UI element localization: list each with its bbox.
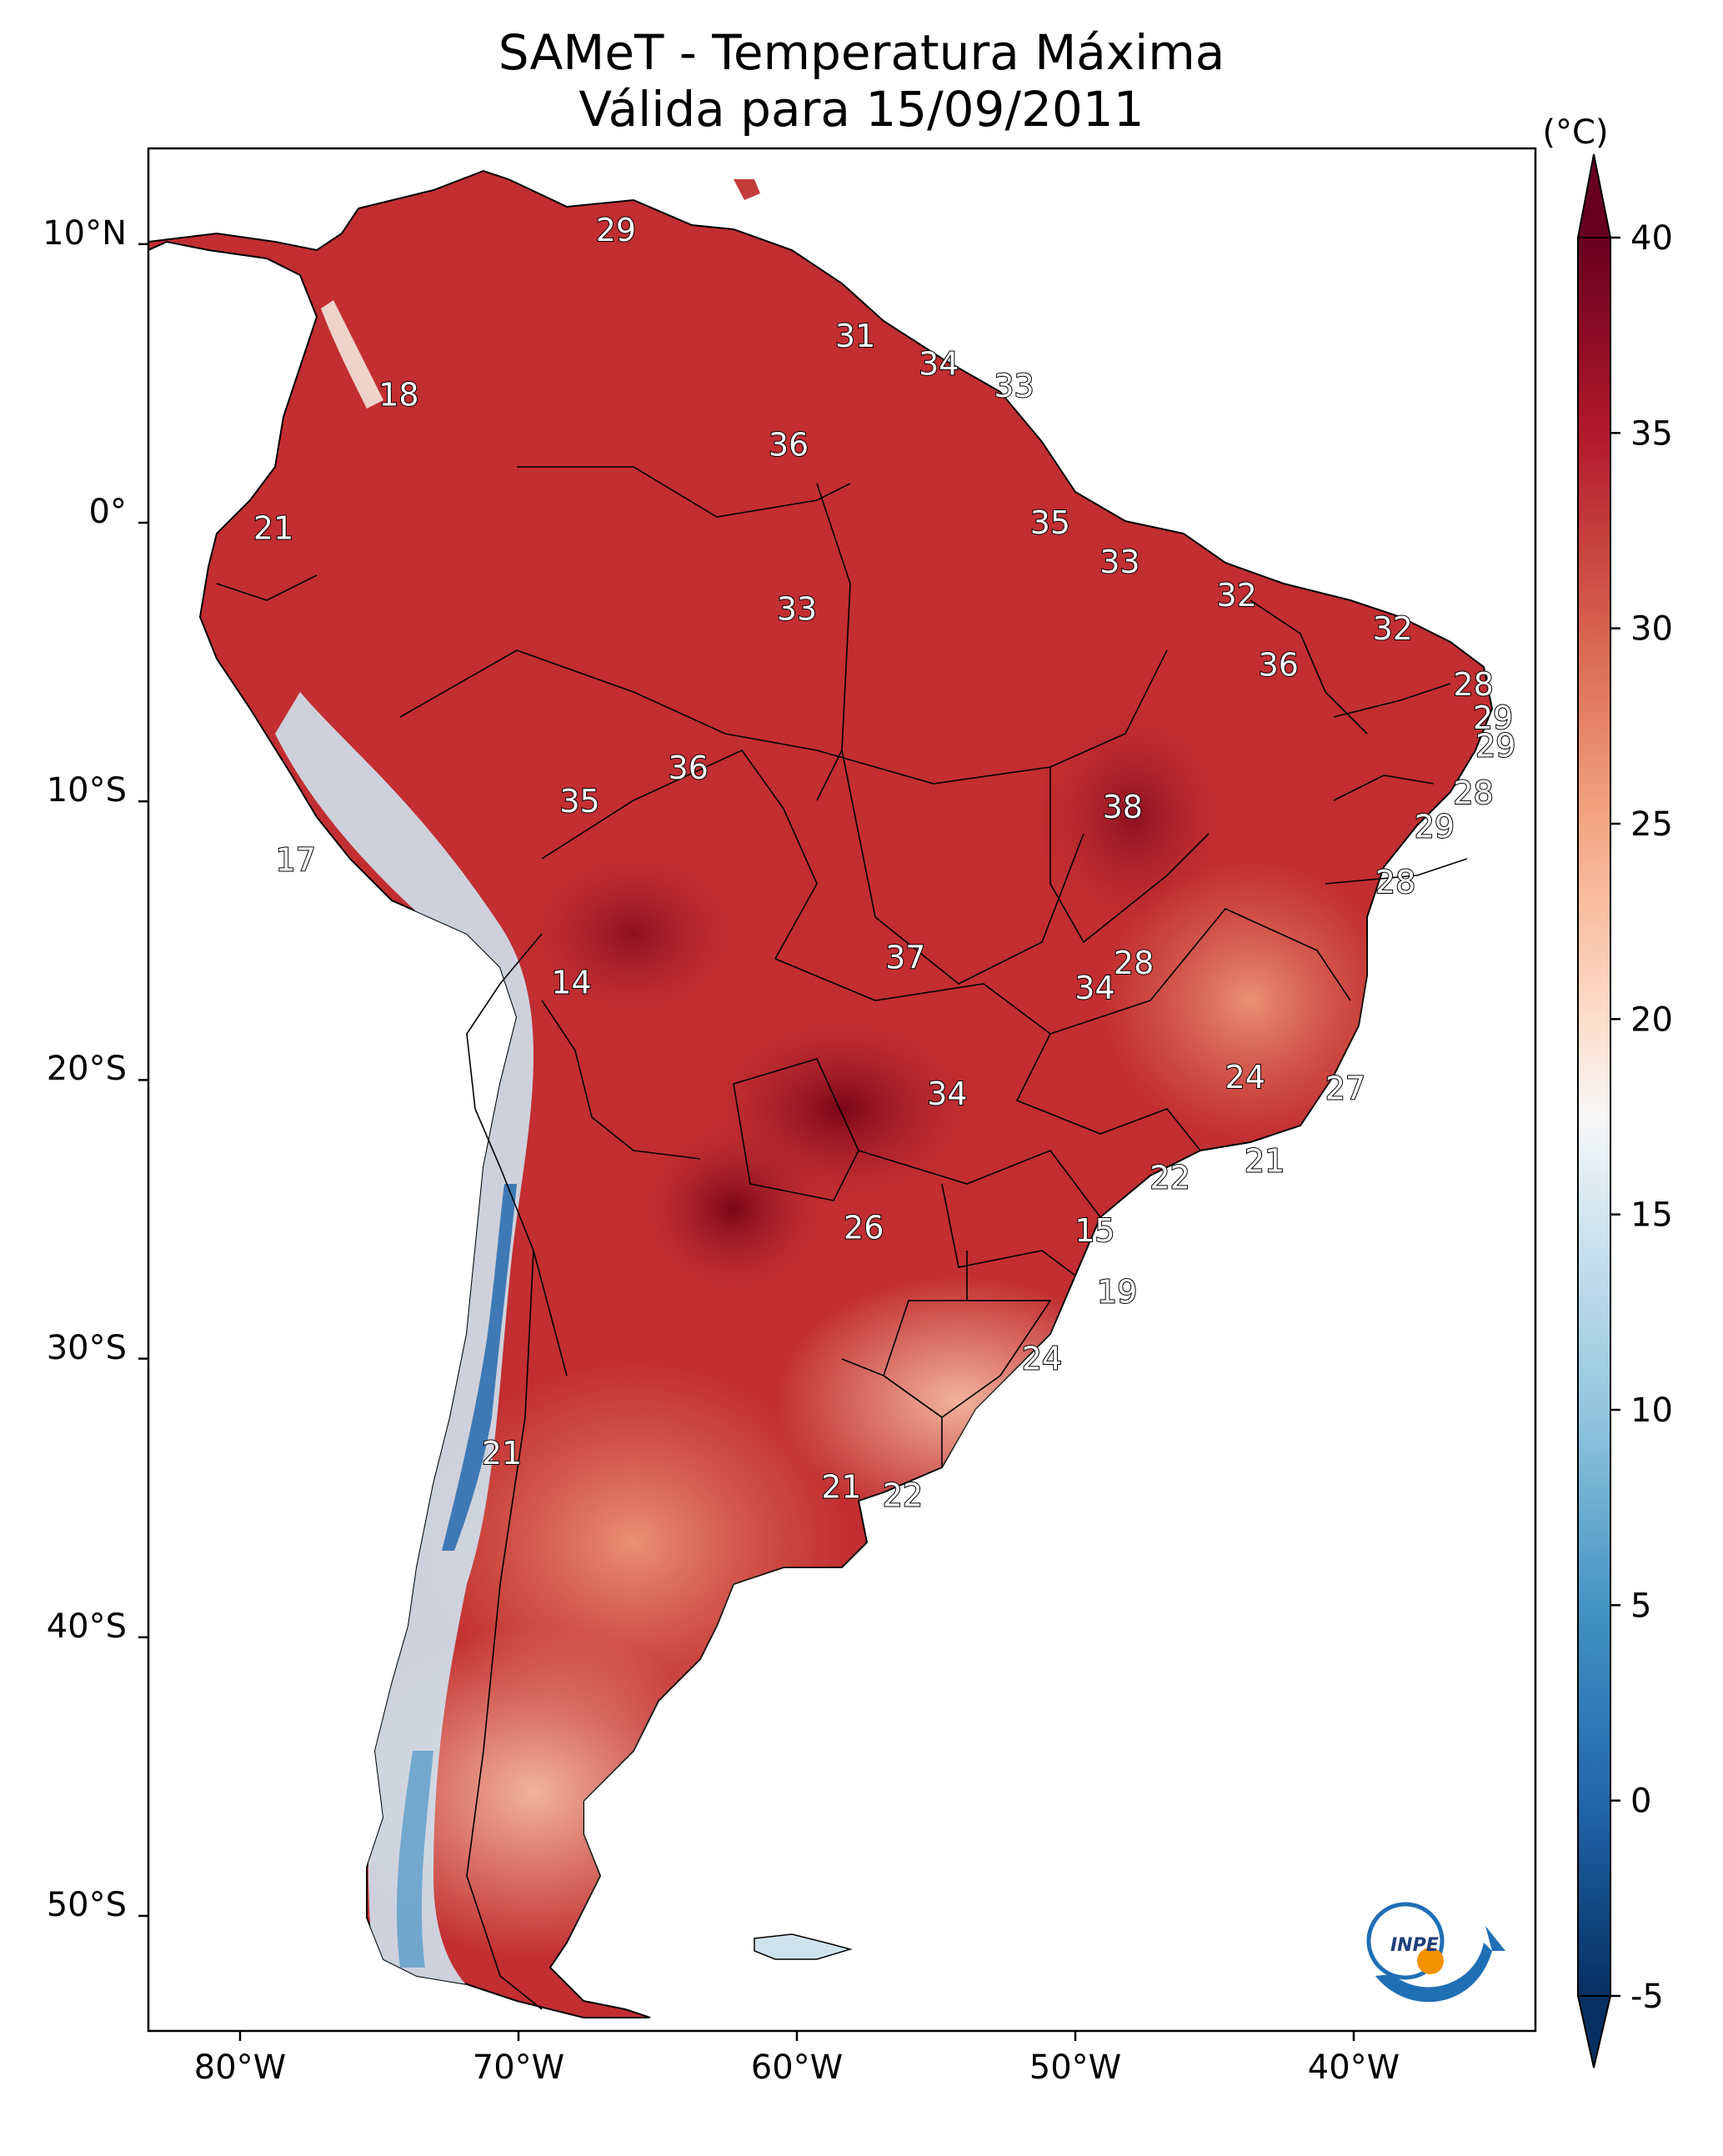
lon-label-60w: 60°W <box>751 2048 843 2087</box>
station-value-label: 37 <box>885 939 925 975</box>
station-value-label: 36 <box>669 750 709 786</box>
colorbar-tick-label: 0 <box>1630 1782 1651 1821</box>
colorbar-tick-label: 35 <box>1630 414 1673 453</box>
axis-ticks <box>138 243 1355 2041</box>
station-value-label: 15 <box>1074 1212 1114 1249</box>
colorbar-tick-label: 15 <box>1630 1196 1673 1235</box>
lat-label-0: 0° <box>89 493 127 531</box>
colorbar-tick-label: 10 <box>1630 1391 1673 1430</box>
falkland-islands <box>754 1933 853 1960</box>
station-value-label: 29 <box>1475 727 1515 764</box>
station-value-label: 33 <box>1099 544 1139 580</box>
station-value-label: 28 <box>1453 666 1493 703</box>
station-value-label: 24 <box>1225 1059 1265 1096</box>
colorbar: (°C) 40 35 30 25 20 15 10 5 0 -5 <box>1542 113 1673 2068</box>
station-value-label: 21 <box>821 1468 861 1505</box>
station-value-label: 35 <box>559 783 599 820</box>
colorbar-tick-label: -5 <box>1630 1978 1664 2016</box>
lat-label-10s: 10°S <box>47 771 127 810</box>
station-value-label: 38 <box>1103 789 1143 825</box>
colorbar-ramp <box>1577 237 1611 1997</box>
colorbar-tick-label: 20 <box>1630 1000 1673 1039</box>
station-value-label: 14 <box>551 964 591 1000</box>
colorbar-tick-label: 25 <box>1630 805 1673 844</box>
colorbar-min-extend <box>1576 1995 1612 2068</box>
station-value-label: 31 <box>835 318 875 354</box>
station-value-label: 21 <box>1245 1142 1285 1179</box>
colorbar-max-extend <box>1576 153 1612 238</box>
map-subtitle: Válida para 15/09/2011 <box>579 81 1144 138</box>
inpe-logo: INPE <box>1366 1902 1505 2003</box>
lon-label-70w: 70°W <box>473 2048 564 2087</box>
logo-swoosh <box>1375 1943 1492 2003</box>
lat-label-20s: 20°S <box>47 1050 127 1088</box>
map-frame <box>147 147 1537 2033</box>
station-value-label: 32 <box>1373 610 1413 647</box>
station-value-label: 29 <box>1415 808 1455 845</box>
station-value-label: 33 <box>777 591 817 628</box>
colorbar-tick-label: 40 <box>1630 219 1673 258</box>
station-value-label: 26 <box>844 1210 884 1246</box>
station-value-label: 34 <box>927 1075 967 1112</box>
lon-label-80w: 80°W <box>194 2048 286 2087</box>
colorbar-tick-label: 5 <box>1630 1587 1651 1625</box>
station-value-label: 29 <box>596 212 636 248</box>
map-area <box>148 148 1535 2031</box>
station-value-label: 33 <box>994 368 1034 404</box>
station-value-label: 36 <box>769 426 809 463</box>
station-value-label: 34 <box>919 346 959 383</box>
station-value-label: 24 <box>1022 1341 1062 1377</box>
station-value-label: 21 <box>253 510 293 547</box>
lat-label-50s: 50°S <box>47 1886 127 1924</box>
lat-label-10n: 10°N <box>43 214 127 253</box>
station-value-label: 34 <box>1074 970 1114 1006</box>
lon-label-50w: 50°W <box>1029 2048 1121 2087</box>
boundaries <box>216 466 1468 2010</box>
station-value-label: 27 <box>1325 1070 1365 1106</box>
station-value-label: 17 <box>276 841 316 878</box>
logo-sun-icon <box>1417 1948 1444 1974</box>
colorbar-unit: (°C) <box>1542 113 1608 152</box>
station-value-label: 21 <box>482 1435 522 1472</box>
station-value-label: 22 <box>883 1477 923 1513</box>
station-value-label: 35 <box>1030 504 1070 541</box>
trinidad-island <box>734 179 760 200</box>
station-value-label: 19 <box>1097 1273 1137 1310</box>
station-value-label: 32 <box>1217 577 1257 614</box>
station-value-label: 28 <box>1375 864 1415 900</box>
station-value-label: 18 <box>378 376 418 413</box>
lon-label-40w: 40°W <box>1308 2048 1400 2087</box>
station-value-label: 29 <box>1473 699 1513 736</box>
station-value-label: 28 <box>1114 945 1154 981</box>
colorbar-tick-label: 30 <box>1630 610 1673 649</box>
map-title: SAMeT - Temperatura Máxima <box>498 24 1225 81</box>
logo-text: INPE <box>1390 1935 1439 1956</box>
station-value-label: 36 <box>1259 646 1299 683</box>
lat-label-40s: 40°S <box>47 1607 127 1646</box>
colorbar-ticks: 40 35 30 25 20 15 10 5 0 -5 <box>1610 219 1673 2016</box>
station-value-label: 28 <box>1453 775 1493 811</box>
lat-label-30s: 30°S <box>47 1329 127 1367</box>
station-value-label: 22 <box>1150 1159 1190 1196</box>
